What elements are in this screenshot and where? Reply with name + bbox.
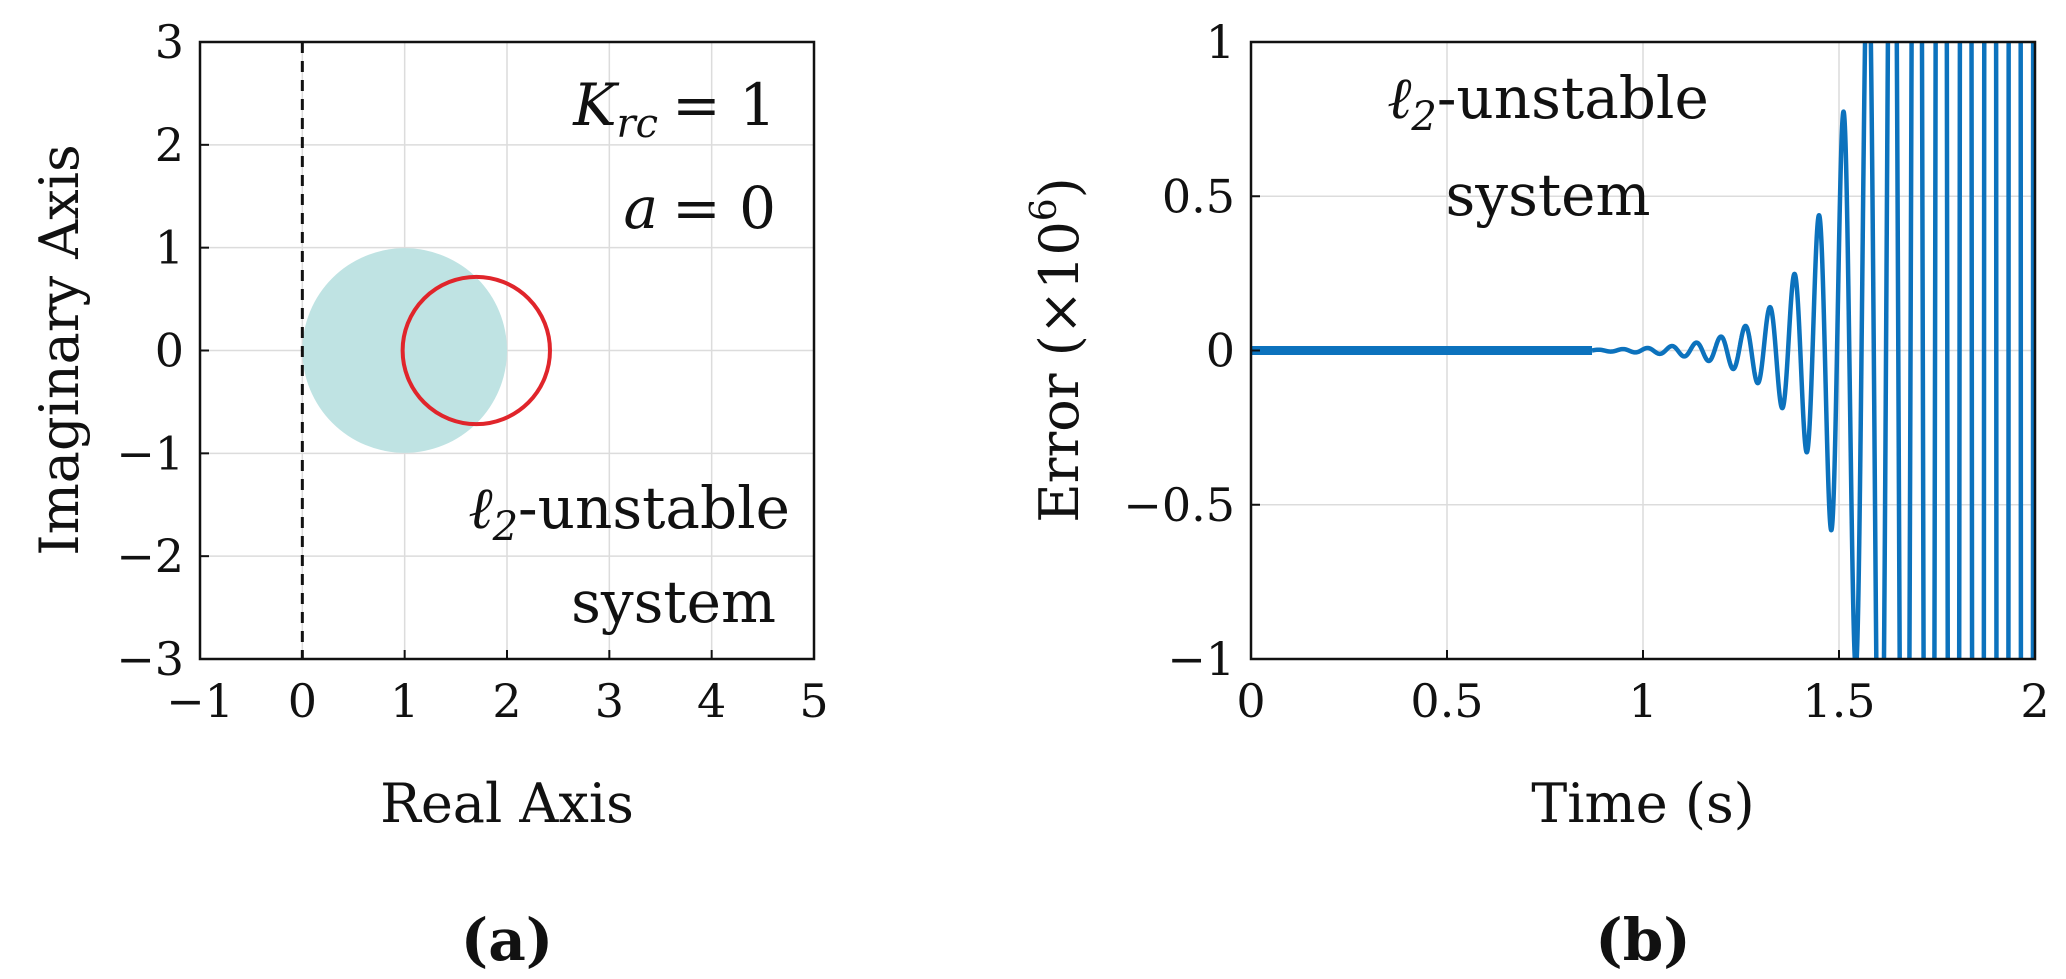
y-tick-label: 1: [155, 221, 184, 275]
x-tick-label: 1: [1628, 674, 1657, 728]
a-symbol: a: [623, 174, 658, 242]
y-tick-label: 0: [1206, 324, 1235, 378]
error-signal-line: [1589, 42, 2035, 659]
y-tick-label: −2: [116, 529, 184, 583]
y-tick-label: −0.5: [1123, 478, 1235, 532]
y-axis-label-exponent: 6: [1024, 198, 1065, 221]
y-tick-label: 3: [155, 15, 184, 69]
error-time-plot: 0 0.5 1 1.5 2 1 0.5 0 −0.5 −1 Time (s) Error (×10…: [1024, 15, 2050, 974]
panel-label-b: (b): [1595, 906, 1690, 974]
stability-annotation-line1: ℓ2-unstable: [468, 474, 790, 550]
y-axis-label-close: ): [1028, 177, 1091, 198]
x-tick-label: 5: [799, 674, 828, 728]
stability-annotation-line1: ℓ2-unstable: [1387, 64, 1709, 140]
x-tick-label: 3: [595, 674, 624, 728]
gain-annotation: Krc = 1: [572, 71, 776, 147]
panel-label-a: (a): [461, 906, 553, 974]
stability-annotation-line2: system: [1446, 161, 1651, 229]
y-tick-label: 0.5: [1162, 169, 1235, 223]
x-tick-label: 0: [288, 674, 317, 728]
x-tick-label: 4: [697, 674, 726, 728]
y-axis-label: Imaginary Axis: [28, 144, 91, 555]
y-tick-label: −1: [1167, 632, 1235, 686]
y-tick-label: 2: [155, 118, 184, 172]
y-tick-label: −1: [116, 426, 184, 480]
x-tick-label: 2: [492, 674, 521, 728]
ell-subscript: 2: [1410, 94, 1436, 140]
gain-subscript: rc: [617, 101, 659, 147]
y-tick-label: 1: [1206, 15, 1235, 69]
ell-symbol: ℓ: [468, 474, 492, 542]
x-tick-label: 1: [390, 674, 419, 728]
stability-annotation-line2: system: [571, 568, 776, 636]
y-tick-label: −3: [116, 632, 184, 686]
gain-symbol: K: [572, 71, 620, 139]
a-annotation: a = 0: [623, 174, 776, 242]
unstable-text: -unstable: [518, 474, 790, 542]
y-axis-label-main: Error (×10: [1028, 221, 1091, 523]
nyquist-circle: [400, 274, 552, 427]
ell-symbol: ℓ: [1387, 64, 1411, 132]
nyquist-plot: −1 0 1 2 3 4 5 3 2 1 0 −1 −2 −3 Real Axis Imaginary A…: [28, 15, 829, 974]
x-axis-label: Real Axis: [380, 772, 634, 835]
unit-disk: [302, 248, 507, 453]
x-tick-label: 1.5: [1802, 674, 1875, 728]
ell-subscript: 2: [492, 504, 518, 550]
y-tick-label: 0: [155, 324, 184, 378]
tick-labels: 0 0.5 1 1.5 2 1 0.5 0 −0.5 −1: [1123, 15, 2049, 728]
x-tick-label: 0: [1236, 674, 1265, 728]
x-tick-label: −1: [166, 674, 234, 728]
y-axis-label: Error (×106): [1024, 177, 1091, 523]
x-tick-label: 0.5: [1410, 674, 1483, 728]
unstable-text: -unstable: [1437, 64, 1709, 132]
x-axis-label: Time (s): [1531, 772, 1754, 835]
a-value: = 0: [672, 174, 776, 242]
tick-labels: −1 0 1 2 3 4 5 3 2 1 0 −1 −2 −3: [116, 15, 828, 728]
x-tick-label: 2: [2020, 674, 2049, 728]
gain-value: = 1: [672, 71, 776, 139]
